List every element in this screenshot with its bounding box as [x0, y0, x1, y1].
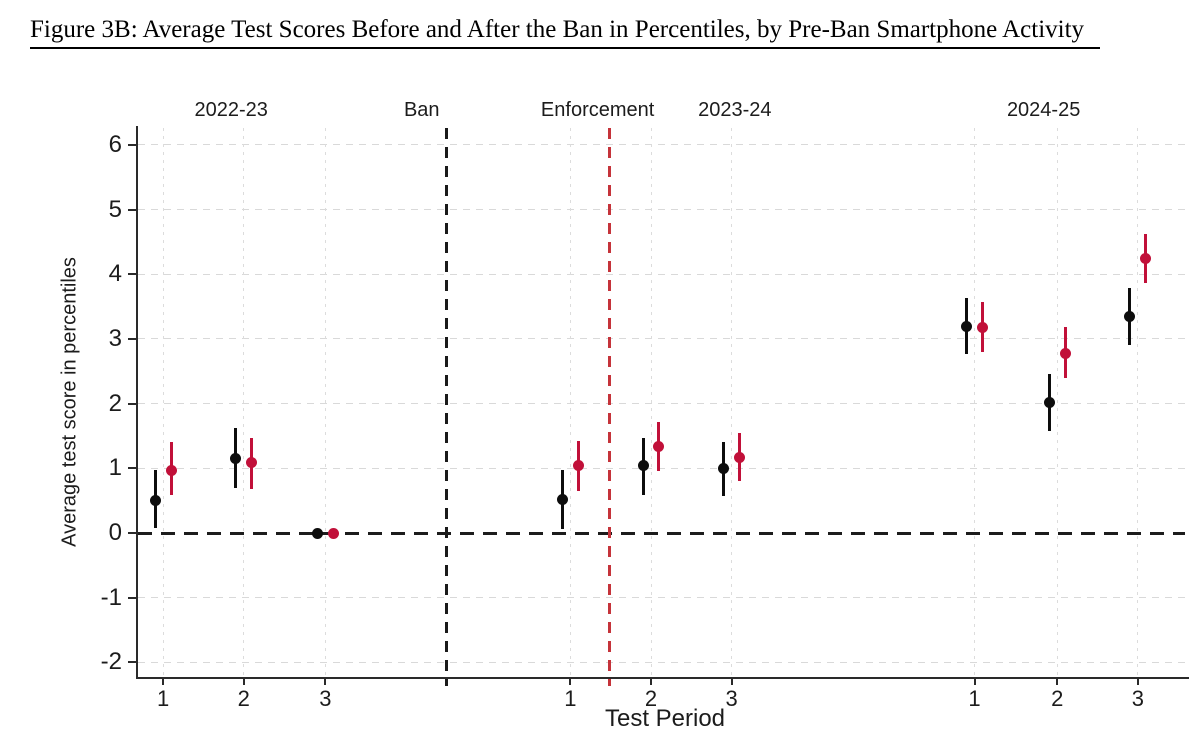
x-tick-label: 2 — [237, 686, 250, 711]
x-axis-tick — [324, 677, 327, 685]
x-gridline — [1056, 128, 1058, 677]
group-label: 2023-24 — [698, 99, 772, 121]
y-axis-tick — [128, 273, 137, 276]
y-gridline — [138, 273, 1185, 275]
x-axis-tick — [1136, 677, 1139, 685]
x-axis-line — [136, 677, 1189, 679]
data-point — [961, 321, 973, 333]
x-tick-label: 3 — [725, 686, 738, 711]
x-tick-label: 2 — [644, 686, 658, 711]
group-label: 2024-25 — [1006, 99, 1081, 121]
y-axis-tick — [128, 596, 137, 599]
zero-reference-line — [138, 531, 1185, 535]
y-gridline — [138, 209, 1185, 210]
data-point — [653, 441, 665, 453]
x-tick-label: 3 — [1131, 686, 1144, 711]
x-gridline — [569, 128, 571, 677]
data-point — [718, 462, 730, 474]
data-point — [556, 493, 568, 505]
x-gridline — [974, 128, 976, 677]
x-axis-title: Test Period — [604, 705, 726, 732]
y-tick-label: 4 — [108, 260, 122, 288]
data-point — [149, 495, 161, 507]
figure-title: Figure 3B: Average Test Scores Before an… — [30, 16, 1101, 49]
x-axis-tick — [973, 677, 976, 685]
x-gridline — [162, 128, 164, 677]
x-axis-tick — [569, 677, 572, 685]
y-gridline — [138, 403, 1185, 405]
y-gridline — [138, 467, 1185, 469]
x-gridline — [324, 128, 326, 677]
data-point — [1043, 396, 1055, 408]
group-label: 2022-23 — [194, 99, 268, 121]
x-axis-tick — [242, 677, 245, 685]
data-point — [977, 322, 988, 334]
data-point — [1124, 310, 1136, 322]
enforcement-label: Enforcement — [540, 99, 655, 121]
x-axis-tick — [650, 677, 653, 685]
x-tick-label: 2 — [1051, 686, 1064, 711]
x-gridline — [243, 128, 245, 677]
data-point — [230, 453, 242, 465]
data-point — [734, 451, 746, 463]
data-point — [1059, 348, 1071, 360]
y-gridline — [138, 144, 1185, 146]
ban-line — [445, 128, 449, 686]
y-tick-label: 2 — [108, 389, 122, 417]
data-point — [572, 459, 584, 471]
y-tick-label: 5 — [108, 195, 122, 223]
y-axis-tick — [128, 532, 137, 534]
y-tick-label: 0 — [108, 519, 122, 546]
x-tick-label: 3 — [319, 686, 332, 711]
x-gridline — [650, 128, 652, 677]
y-tick-label: 3 — [108, 324, 122, 352]
y-tick-label: -2 — [100, 648, 122, 676]
x-tick-label: 1 — [968, 686, 981, 711]
y-axis-tick — [128, 208, 137, 211]
x-axis-tick — [1056, 677, 1059, 685]
x-tick-label: 1 — [564, 686, 577, 711]
y-axis-tick — [128, 467, 137, 470]
x-gridline — [1137, 128, 1139, 677]
y-axis-tick — [128, 143, 137, 146]
y-gridline — [138, 661, 1185, 663]
ban-label: Ban — [403, 99, 440, 121]
data-point — [637, 460, 649, 472]
y-gridline — [138, 338, 1185, 340]
y-tick-label: 1 — [108, 454, 122, 482]
y-tick-label: 6 — [108, 130, 122, 158]
y-tick-label: -1 — [100, 583, 122, 611]
y-gridline — [138, 597, 1185, 599]
data-point — [246, 456, 258, 468]
enforcement-line — [607, 128, 611, 686]
data-point — [165, 464, 177, 476]
x-axis-tick — [730, 677, 733, 685]
y-axis-tick — [128, 402, 137, 405]
y-axis-line — [136, 126, 138, 677]
y-axis-tick — [128, 661, 137, 664]
data-point — [327, 527, 339, 539]
x-gridline — [731, 128, 733, 677]
data-point — [1140, 253, 1152, 265]
x-tick-label: 1 — [157, 686, 170, 711]
data-point — [311, 527, 323, 539]
x-axis-tick — [162, 677, 165, 685]
y-axis-tick — [128, 337, 137, 340]
